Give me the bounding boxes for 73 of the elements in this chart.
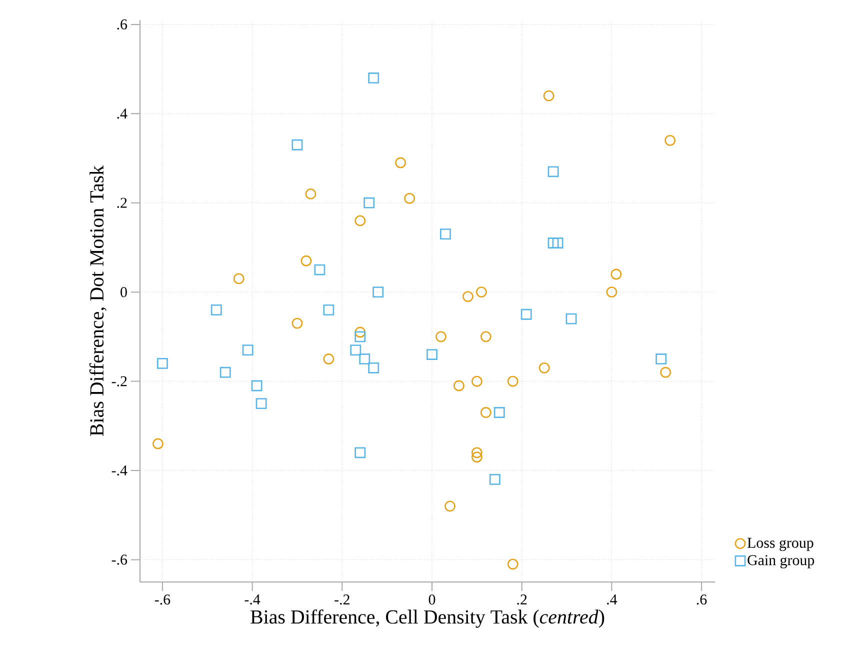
point	[480, 331, 492, 342]
y-tick-label: -.2	[112, 376, 127, 386]
x-tick-label: .6	[696, 594, 707, 605]
x-tick-label: -.2	[334, 594, 350, 605]
point	[548, 166, 559, 178]
y-axis-title: Bias Difference, Dot Motion Task	[89, 165, 106, 436]
point	[157, 358, 168, 369]
point	[471, 447, 482, 458]
point	[233, 273, 244, 284]
point	[436, 331, 446, 342]
point	[292, 139, 303, 150]
point	[354, 331, 366, 342]
point	[300, 255, 312, 266]
y-tick-label: .2	[117, 198, 127, 208]
point	[305, 188, 316, 200]
point	[543, 90, 554, 102]
point	[480, 407, 492, 418]
point	[395, 157, 406, 168]
point	[664, 134, 676, 146]
point	[507, 376, 518, 387]
point	[404, 192, 415, 204]
y-tick-label: .4	[117, 108, 128, 119]
point	[494, 407, 505, 418]
point	[610, 268, 622, 280]
point	[368, 362, 380, 374]
y-tick-label: -.4	[112, 465, 128, 476]
point	[538, 362, 550, 374]
point	[520, 308, 532, 320]
point	[368, 72, 380, 84]
point	[354, 215, 366, 226]
point	[350, 344, 362, 356]
legend-label: Gain group	[748, 555, 814, 568]
point	[660, 366, 672, 378]
x-tick-label: -.6	[154, 594, 170, 605]
point	[507, 558, 518, 570]
point	[656, 354, 667, 364]
point	[440, 228, 451, 240]
point	[471, 376, 482, 387]
x-tick-label: .2	[517, 594, 527, 605]
point	[323, 304, 334, 316]
point	[220, 366, 231, 378]
point	[359, 354, 370, 364]
point	[314, 264, 326, 276]
y-tick-label: .6	[117, 19, 128, 30]
point	[471, 452, 482, 463]
point	[354, 326, 366, 338]
point	[444, 500, 456, 512]
point	[462, 291, 474, 302]
point	[606, 286, 618, 298]
y-tick-label: 0	[120, 287, 127, 298]
point	[292, 318, 303, 329]
x-tick-label: -.4	[244, 594, 260, 605]
x-tick-label: .4	[607, 594, 618, 605]
point	[566, 313, 577, 324]
point	[323, 354, 334, 364]
x-tick-label: 0	[428, 594, 436, 605]
point	[476, 286, 487, 298]
x-axis-title: Bias Difference, Cell Density Task (centred)	[250, 609, 604, 628]
point	[453, 380, 464, 392]
point	[256, 398, 267, 410]
point	[210, 304, 222, 316]
legend-label: Loss group	[747, 538, 814, 551]
point	[251, 380, 262, 392]
point	[364, 197, 375, 208]
point	[372, 286, 384, 298]
point	[548, 238, 559, 248]
point	[426, 349, 438, 360]
point	[152, 438, 164, 450]
point	[489, 474, 500, 485]
y-tick-label: -.6	[112, 554, 128, 565]
point	[552, 238, 564, 248]
point	[242, 344, 254, 356]
point	[354, 447, 366, 458]
